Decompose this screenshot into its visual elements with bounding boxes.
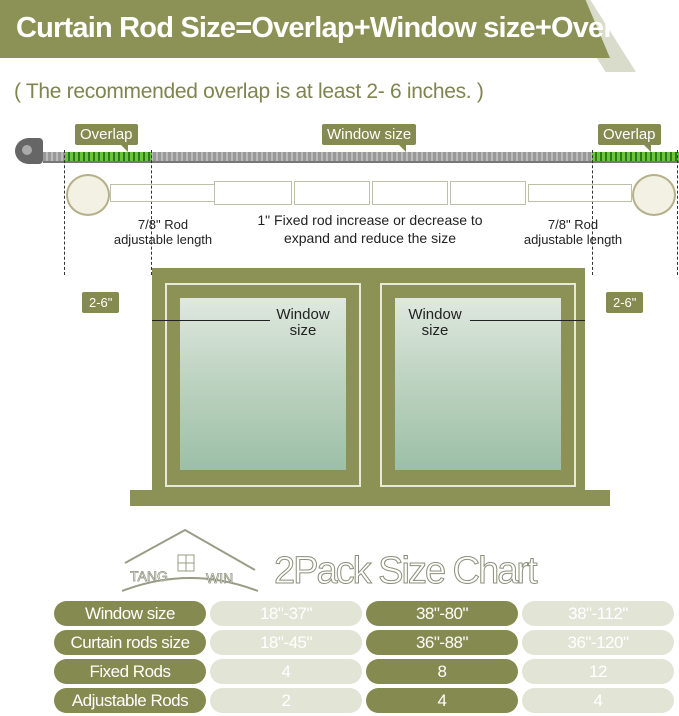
row-label: Window size	[54, 601, 206, 626]
guide-line	[151, 150, 152, 275]
label-line: expand and reduce the size	[283, 230, 456, 246]
tape-hub	[22, 145, 32, 155]
subtitle: ( The recommended overlap is at least 2-…	[14, 80, 484, 103]
row-label: Fixed Rods	[54, 659, 206, 684]
window-size-label-right: Window size	[402, 307, 468, 339]
cell: 4	[210, 659, 362, 684]
row-label: Adjustable Rods	[54, 688, 206, 713]
adjustable-length-right: 7/8" Rod adjustable length	[518, 217, 628, 247]
tape-overlap-left	[65, 152, 152, 161]
label-line: Window	[276, 306, 330, 323]
title-banner	[0, 0, 610, 58]
measure-arrow-right	[470, 320, 585, 321]
page-title: Curtain Rod Size=Overlap+Window size+Ove…	[16, 12, 654, 44]
label-line: size	[421, 322, 449, 339]
guide-line	[592, 150, 593, 275]
overlap-left-tag: Overlap	[75, 124, 138, 152]
window-size-tag: Window size	[322, 124, 417, 152]
tape-overlap-right	[592, 152, 679, 161]
label-line: size	[289, 322, 317, 339]
table-row: Adjustable Rods 2 4 4	[54, 688, 674, 713]
cell: 36"-88"	[366, 630, 518, 655]
window-size-label-left: Window size	[270, 307, 336, 339]
row-label: Curtain rods size	[54, 630, 206, 655]
adjustable-rod-right	[528, 184, 632, 202]
label-line: adjustable length	[523, 232, 623, 247]
guide-line	[677, 150, 678, 275]
side-overlap-left: 2-6"	[82, 292, 120, 313]
label-line: 7/8" Rod	[137, 217, 189, 232]
cell: 38"-112"	[522, 601, 674, 626]
finial-right-icon	[632, 174, 676, 216]
fixed-rod-label: 1" Fixed rod increase or decrease to expa…	[240, 211, 500, 247]
window-sill	[130, 490, 610, 506]
label-line: 1" Fixed rod increase or decrease to	[257, 212, 483, 228]
tape	[43, 152, 679, 163]
adjustable-length-left: 7/8" Rod adjustable length	[108, 217, 218, 247]
fixed-rod-segment	[372, 181, 448, 205]
table-row: Fixed Rods 4 8 12	[54, 659, 674, 684]
fixed-rod-segment	[294, 181, 370, 205]
cell: 4	[366, 688, 518, 713]
fixed-rod-segment	[450, 181, 526, 205]
cell: 4	[522, 688, 674, 713]
svg-text:TANG: TANG	[130, 568, 168, 584]
cell: 8	[366, 659, 518, 684]
cell: 18"-37"	[210, 601, 362, 626]
cell: 12	[522, 659, 674, 684]
cell: 38"-80"	[366, 601, 518, 626]
table-row: Window size 18"-37" 38"-80" 38"-112"	[54, 601, 674, 626]
adjustable-rod-left	[110, 184, 216, 202]
tangwin-logo: TANG WIN	[120, 525, 260, 595]
guide-line	[64, 150, 65, 275]
cell: 18"-45"	[210, 630, 362, 655]
window-glass-left	[180, 298, 346, 470]
fixed-rod-segment	[214, 181, 292, 205]
label-line: 7/8" Rod	[547, 217, 599, 232]
measure-arrow-left	[152, 320, 270, 321]
label-line: adjustable length	[113, 232, 213, 247]
cell: 36"-120"	[522, 630, 674, 655]
overlap-right-tag: Overlap	[598, 124, 661, 152]
label-line: Window	[408, 306, 462, 323]
svg-text:WIN: WIN	[206, 570, 233, 586]
window-glass-right	[395, 298, 561, 470]
cell: 2	[210, 688, 362, 713]
finial-left-icon	[66, 174, 110, 216]
table-row: Curtain rods size 18"-45" 36"-88" 36"-12…	[54, 630, 674, 655]
side-overlap-right: 2-6"	[606, 292, 644, 313]
size-chart-title: 2Pack Size Chart	[274, 550, 539, 593]
